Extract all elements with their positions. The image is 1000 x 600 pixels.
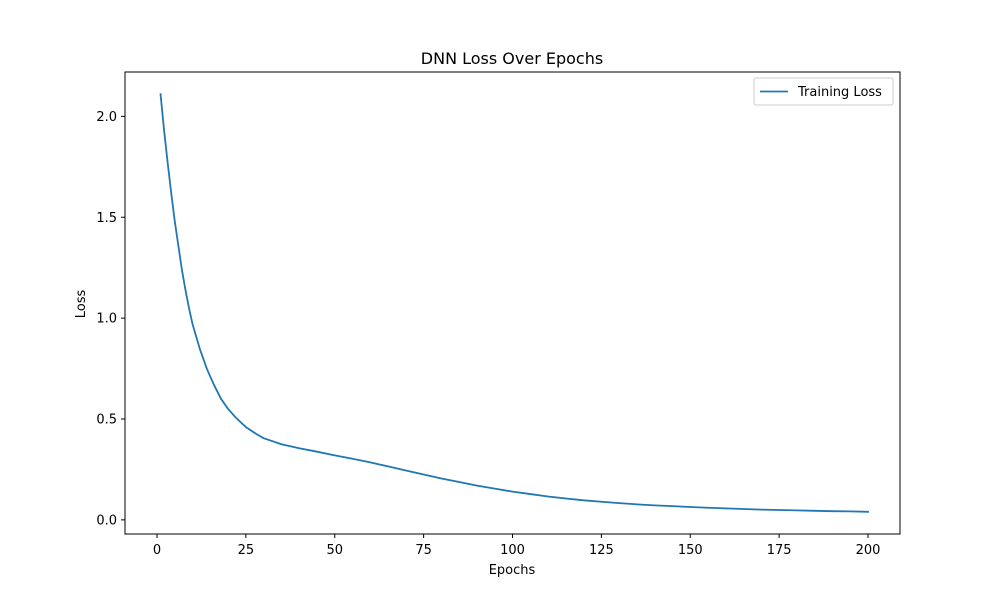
x-tick-label: 50 xyxy=(326,543,343,558)
y-tick-label: 2.0 xyxy=(96,110,117,125)
plot-area: 0 25 50 75 100 125 150 175 200 0.0 0.5 1.0 1.5 2.0 Tra… xyxy=(96,71,901,558)
x-tick-label: 125 xyxy=(589,543,614,558)
x-tick-label: 25 xyxy=(238,543,255,558)
x-tick-label: 200 xyxy=(856,543,881,558)
y-tick-label: 1.5 xyxy=(96,211,117,226)
y-tick-label: 1.0 xyxy=(96,312,117,327)
legend-box xyxy=(753,77,894,106)
legend-label: Training Loss xyxy=(797,85,882,100)
chart-title: DNN Loss Over Epochs xyxy=(421,49,603,68)
x-tick-label: 75 xyxy=(415,543,432,558)
y-tick-label: 0.5 xyxy=(96,413,117,428)
legend: Training Loss xyxy=(753,77,894,106)
y-axis-label: Loss xyxy=(74,290,89,319)
series-line-0 xyxy=(159,93,869,513)
x-tick-label: 0 xyxy=(153,543,161,558)
plot-frame xyxy=(124,71,901,535)
y-tick-label: 0.0 xyxy=(96,513,117,528)
x-axis-label: Epochs xyxy=(489,563,536,578)
x-tick-label: 100 xyxy=(500,543,525,558)
x-tick-label: 150 xyxy=(678,543,703,558)
x-tick-label: 175 xyxy=(767,543,792,558)
